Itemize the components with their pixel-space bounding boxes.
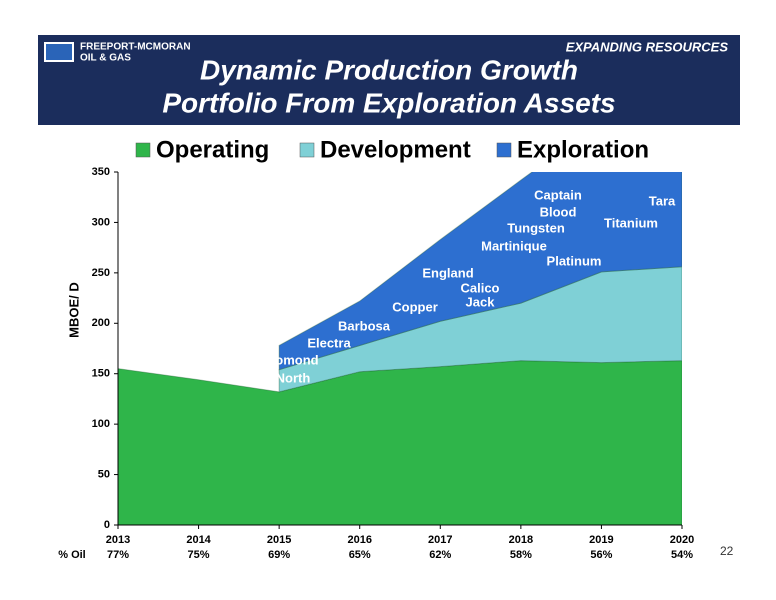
area xyxy=(118,360,682,525)
annotation: Platinum xyxy=(547,253,602,268)
oil-share: 62% xyxy=(429,549,451,561)
oil-share: 69% xyxy=(268,549,290,561)
y-tick-label: 100 xyxy=(92,418,110,430)
legend-label: Operating xyxy=(156,136,269,163)
y-tick-label: 150 xyxy=(92,368,110,380)
x-tick-label: 2018 xyxy=(509,534,533,546)
annotation: England xyxy=(422,265,473,280)
section-tag: EXPANDING RESOURCES xyxy=(566,39,729,54)
x-tick-label: 2014 xyxy=(186,534,211,546)
annotation: Tara xyxy=(649,193,676,208)
y-tick-label: 250 xyxy=(92,267,110,279)
oil-share: 75% xyxy=(188,549,210,561)
annotation: North xyxy=(276,370,311,385)
x-tick-label: 2013 xyxy=(106,534,130,546)
annotation: Martinique xyxy=(481,238,547,253)
x-tick-label: 2019 xyxy=(589,534,613,546)
annotation: Copper xyxy=(392,299,438,314)
y-tick-label: 50 xyxy=(98,468,110,480)
y-tick-label: 0 xyxy=(104,519,110,531)
annotation: Titanium xyxy=(604,215,658,230)
x-tick-label: 2020 xyxy=(670,534,694,546)
plot-area xyxy=(118,172,682,525)
area xyxy=(278,266,682,393)
legend-label: Development xyxy=(320,136,471,163)
logo-text: FREEPORT-MCMORAN xyxy=(80,42,191,53)
y-axis-label: MBOE/ D xyxy=(66,282,81,338)
logo-text: OIL & GAS xyxy=(80,53,131,64)
x-tick-label: 2016 xyxy=(347,534,371,546)
oil-share: 56% xyxy=(590,549,612,561)
annotation: Captain xyxy=(534,187,582,202)
annotation: Blood xyxy=(540,204,577,219)
legend-swatch xyxy=(135,142,151,158)
title: Portfolio From Exploration Assets xyxy=(162,87,615,118)
y-tick-label: 350 xyxy=(92,166,110,178)
logo-mark xyxy=(46,44,72,60)
annotation: Electra xyxy=(307,335,351,350)
legend-label: Exploration xyxy=(517,136,649,163)
oil-share: 54% xyxy=(671,549,693,561)
annotation: Barbosa xyxy=(338,318,391,333)
header-band xyxy=(38,35,740,125)
x-tick-label: 2017 xyxy=(428,534,452,546)
annotation: Lomond xyxy=(267,352,318,367)
title: Dynamic Production Growth xyxy=(200,54,578,85)
oil-share: 58% xyxy=(510,549,532,561)
annotation: Jack xyxy=(466,294,496,309)
legend-swatch xyxy=(299,142,315,158)
y-tick-label: 200 xyxy=(92,317,110,329)
oil-share: 77% xyxy=(107,549,129,561)
area xyxy=(278,172,682,371)
y-tick-label: 300 xyxy=(92,216,110,228)
x-tick-label: 2015 xyxy=(267,534,291,546)
page-number: 22 xyxy=(720,544,734,558)
legend-swatch xyxy=(496,142,512,158)
oil-share: 65% xyxy=(349,549,371,561)
annotation: Calico xyxy=(460,280,499,295)
oil-share-label: % Oil xyxy=(58,549,86,561)
annotation: Tungsten xyxy=(507,220,565,235)
